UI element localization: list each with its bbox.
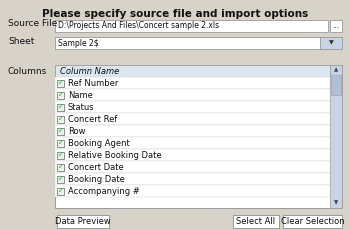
Text: Sheet: Sheet: [8, 36, 34, 46]
Bar: [55, 20, 328, 32]
Text: ✓: ✓: [57, 128, 63, 134]
Bar: [57, 79, 64, 87]
Text: ▲: ▲: [334, 68, 338, 73]
Bar: [57, 152, 64, 158]
Bar: [57, 128, 64, 134]
Text: Sample 2$: Sample 2$: [58, 38, 99, 47]
Text: Data Preview: Data Preview: [55, 217, 111, 226]
Text: Select All: Select All: [237, 217, 275, 226]
Text: ...: ...: [332, 22, 340, 30]
Bar: [330, 20, 342, 32]
Bar: [233, 215, 279, 228]
Bar: [55, 137, 330, 149]
Text: ✓: ✓: [57, 104, 63, 110]
Bar: [55, 185, 330, 197]
Text: ✓: ✓: [57, 116, 63, 122]
Bar: [55, 65, 342, 208]
Text: Booking Agent: Booking Agent: [68, 139, 130, 147]
Text: Booking Date: Booking Date: [68, 174, 125, 183]
Text: ✓: ✓: [57, 188, 63, 194]
Text: ✓: ✓: [57, 140, 63, 146]
Text: ▼: ▼: [334, 201, 338, 205]
Bar: [57, 215, 109, 228]
Bar: [55, 37, 328, 49]
Text: Please specify source file and import options: Please specify source file and import op…: [42, 9, 308, 19]
Bar: [55, 161, 330, 173]
Text: D:\Projects And Files\Concert sample 2.xls: D:\Projects And Files\Concert sample 2.x…: [58, 22, 219, 30]
Bar: [57, 164, 64, 171]
Bar: [320, 37, 342, 49]
Bar: [55, 65, 330, 77]
Bar: [55, 113, 330, 125]
Text: Relative Booking Date: Relative Booking Date: [68, 150, 162, 160]
Text: ▼: ▼: [329, 41, 333, 46]
Text: Clear Selection: Clear Selection: [281, 217, 344, 226]
Text: ✓: ✓: [57, 80, 63, 86]
Text: ✓: ✓: [57, 176, 63, 182]
Text: Source File: Source File: [8, 19, 57, 28]
Text: Concert Ref: Concert Ref: [68, 114, 117, 123]
Text: Name: Name: [68, 90, 93, 99]
Text: Row: Row: [68, 126, 85, 136]
Text: ✓: ✓: [57, 92, 63, 98]
Bar: [57, 188, 64, 194]
Bar: [57, 115, 64, 123]
Bar: [55, 77, 330, 89]
Bar: [57, 139, 64, 147]
Bar: [55, 101, 330, 113]
Text: Column Name: Column Name: [60, 66, 119, 76]
Bar: [55, 173, 330, 185]
Bar: [57, 92, 64, 98]
Bar: [57, 104, 64, 111]
Text: Ref Number: Ref Number: [68, 79, 118, 87]
Text: ✓: ✓: [57, 164, 63, 170]
Text: ✓: ✓: [57, 152, 63, 158]
Text: Status: Status: [68, 103, 95, 112]
Text: Columns: Columns: [8, 68, 47, 76]
Bar: [55, 89, 330, 101]
Bar: [330, 65, 342, 208]
Bar: [283, 215, 342, 228]
Text: Accompanying #: Accompanying #: [68, 186, 140, 196]
Bar: [55, 149, 330, 161]
Bar: [57, 175, 64, 183]
Bar: [331, 75, 341, 95]
Text: Concert Date: Concert Date: [68, 163, 124, 172]
Bar: [55, 125, 330, 137]
